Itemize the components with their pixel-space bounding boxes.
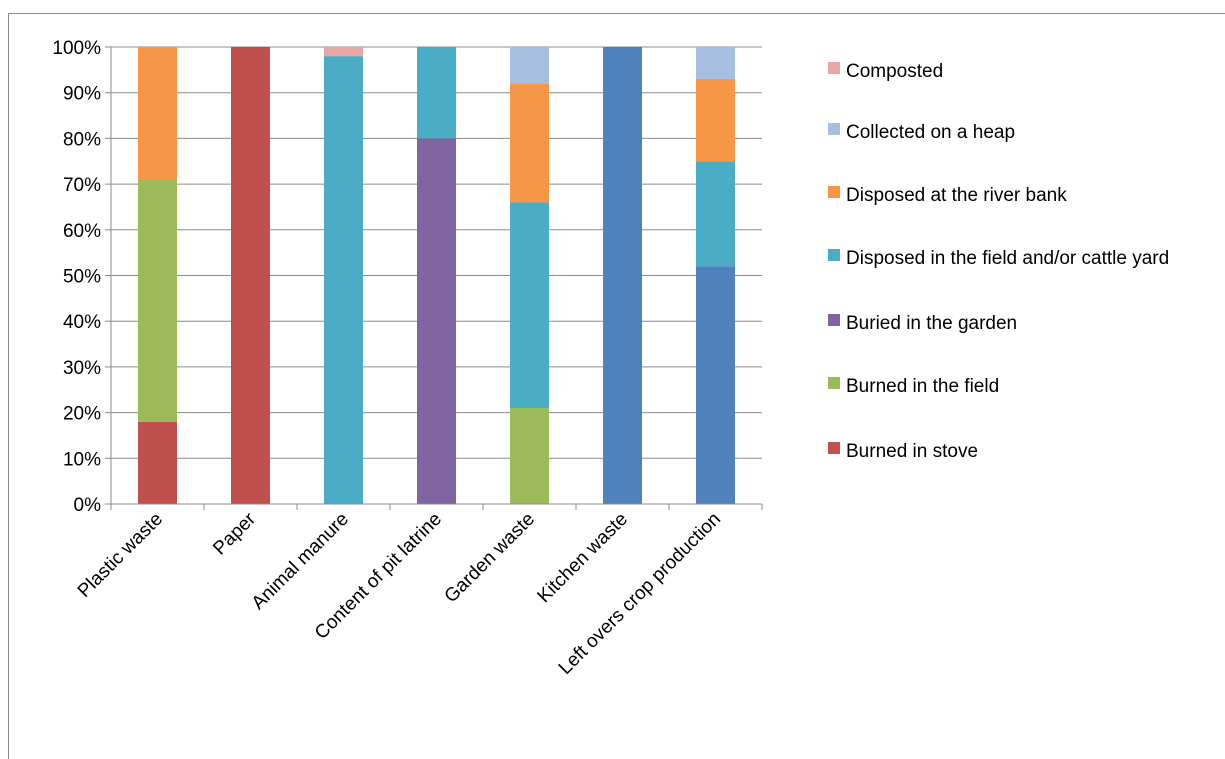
bar-segment <box>696 47 735 79</box>
bar-segment <box>510 202 549 409</box>
y-tick-label: 10% <box>63 449 101 470</box>
x-tick-label: Kitchen waste <box>534 509 632 607</box>
bar-segment <box>696 78 735 162</box>
legend-label: Burned in the field <box>846 376 999 397</box>
y-tick-label: 90% <box>63 84 101 105</box>
legend-label: Composted <box>846 61 943 82</box>
bar-segment <box>231 47 270 504</box>
legend-swatch <box>828 249 840 261</box>
y-tick-label: 80% <box>63 129 101 150</box>
y-tick-label: 30% <box>63 358 101 379</box>
legend-swatch <box>828 123 840 135</box>
y-tick-label: 0% <box>74 495 102 516</box>
chart-frame <box>8 13 1225 759</box>
x-tick-label: Plastic waste <box>74 509 167 602</box>
y-tick-label: 100% <box>52 38 101 59</box>
legend-label: Disposed in the field and/or cattle yard <box>846 248 1169 269</box>
y-tick-label: 20% <box>63 404 101 425</box>
legend-swatch <box>828 186 840 198</box>
legend-swatch <box>828 442 840 454</box>
y-tick-label: 70% <box>63 175 101 196</box>
bar-segment <box>138 179 177 422</box>
bar-segment <box>510 83 549 203</box>
x-tick-label: Garden waste <box>441 509 539 607</box>
legend-label: Collected on a heap <box>846 122 1015 143</box>
y-tick-label: 50% <box>63 267 101 288</box>
legend-label: Buried in the garden <box>846 313 1017 334</box>
bar-segment <box>696 266 735 504</box>
legend-label: Burned in stove <box>846 441 978 462</box>
x-tick-label: Left overs crop production <box>555 509 725 679</box>
legend-swatch <box>828 377 840 389</box>
legend-label: Disposed at the river bank <box>846 185 1067 206</box>
y-tick-label: 60% <box>63 221 101 242</box>
y-tick-labels: 0% 10% 20% 30% 40% 50% 60% 70% 80% 90% 100% <box>52 38 101 516</box>
bar-segment <box>510 408 549 504</box>
bar-segment <box>417 47 456 139</box>
bar-segment <box>696 161 735 267</box>
bar-segment <box>603 47 642 504</box>
bar-segment <box>138 421 177 504</box>
legend-swatch <box>828 314 840 326</box>
bar-segment <box>510 47 549 84</box>
x-tick-label: Paper <box>209 508 260 559</box>
legend: Composted Collected on a heap Disposed at … <box>828 61 1169 462</box>
x-tick-label: Animal manure <box>248 509 353 614</box>
legend-swatch <box>828 62 840 74</box>
bar-segment <box>138 47 177 180</box>
bar-segment <box>324 47 363 57</box>
bar-segment <box>417 138 456 504</box>
y-tick-label: 40% <box>63 312 101 333</box>
bars <box>138 47 735 504</box>
bar-segment <box>324 56 363 504</box>
axes <box>105 46 763 510</box>
